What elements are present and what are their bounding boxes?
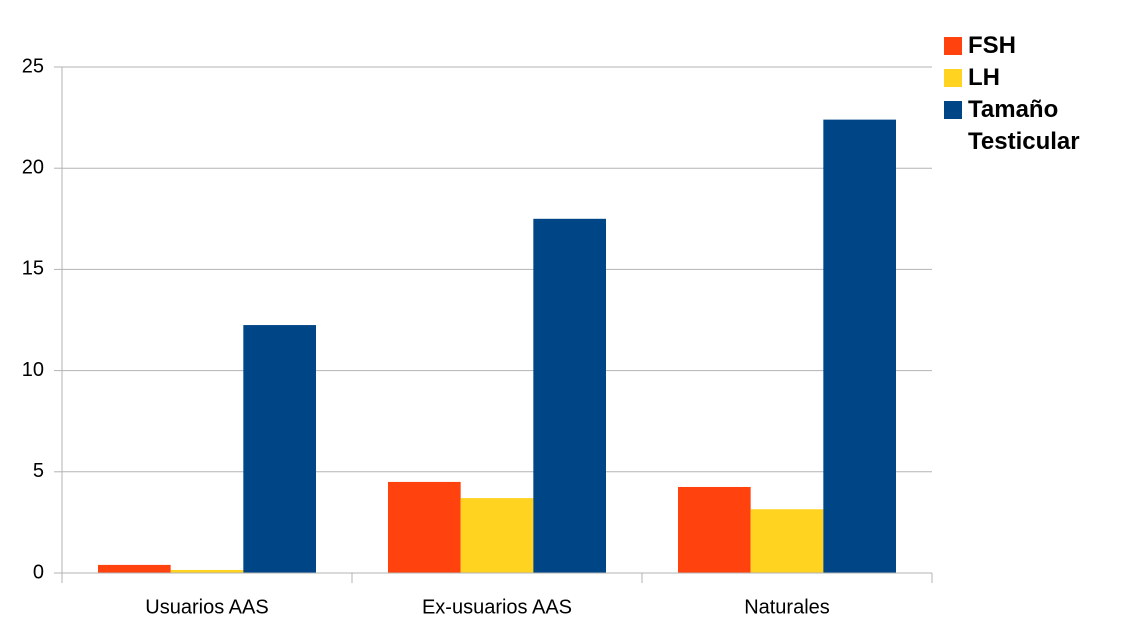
y-tick-label: 20 <box>22 156 44 178</box>
legend-label: Tamaño Testicular <box>968 96 1080 155</box>
bar <box>750 509 824 573</box>
bar <box>388 481 461 573</box>
legend-label: FSH <box>968 32 1016 59</box>
legend-entry: Tamaño Testicular <box>944 94 1124 158</box>
legend-entry: LH <box>944 62 1124 94</box>
bar <box>460 498 534 573</box>
y-tick-label: 15 <box>22 258 44 280</box>
legend-entry: FSH <box>944 30 1124 62</box>
y-tick-label: 5 <box>33 460 44 482</box>
x-tick-label: Naturales <box>744 596 830 618</box>
legend-swatch <box>944 69 962 87</box>
legend-label: LH <box>968 64 1000 91</box>
legend-swatch <box>944 37 962 55</box>
legend-swatch <box>944 101 962 119</box>
legend: FSH LH Tamaño Testicular <box>944 30 1124 158</box>
x-tick-label: Ex-usuarios AAS <box>422 596 572 618</box>
bar <box>533 218 606 574</box>
bar <box>823 119 896 574</box>
bar <box>678 486 751 573</box>
y-tick-label: 0 <box>33 561 44 583</box>
y-tick-label: 25 <box>22 55 44 77</box>
bar <box>170 569 244 573</box>
bar <box>98 564 171 573</box>
x-tick-label: Usuarios AAS <box>145 596 268 618</box>
y-tick-label: 10 <box>22 359 44 381</box>
bar <box>243 325 316 573</box>
